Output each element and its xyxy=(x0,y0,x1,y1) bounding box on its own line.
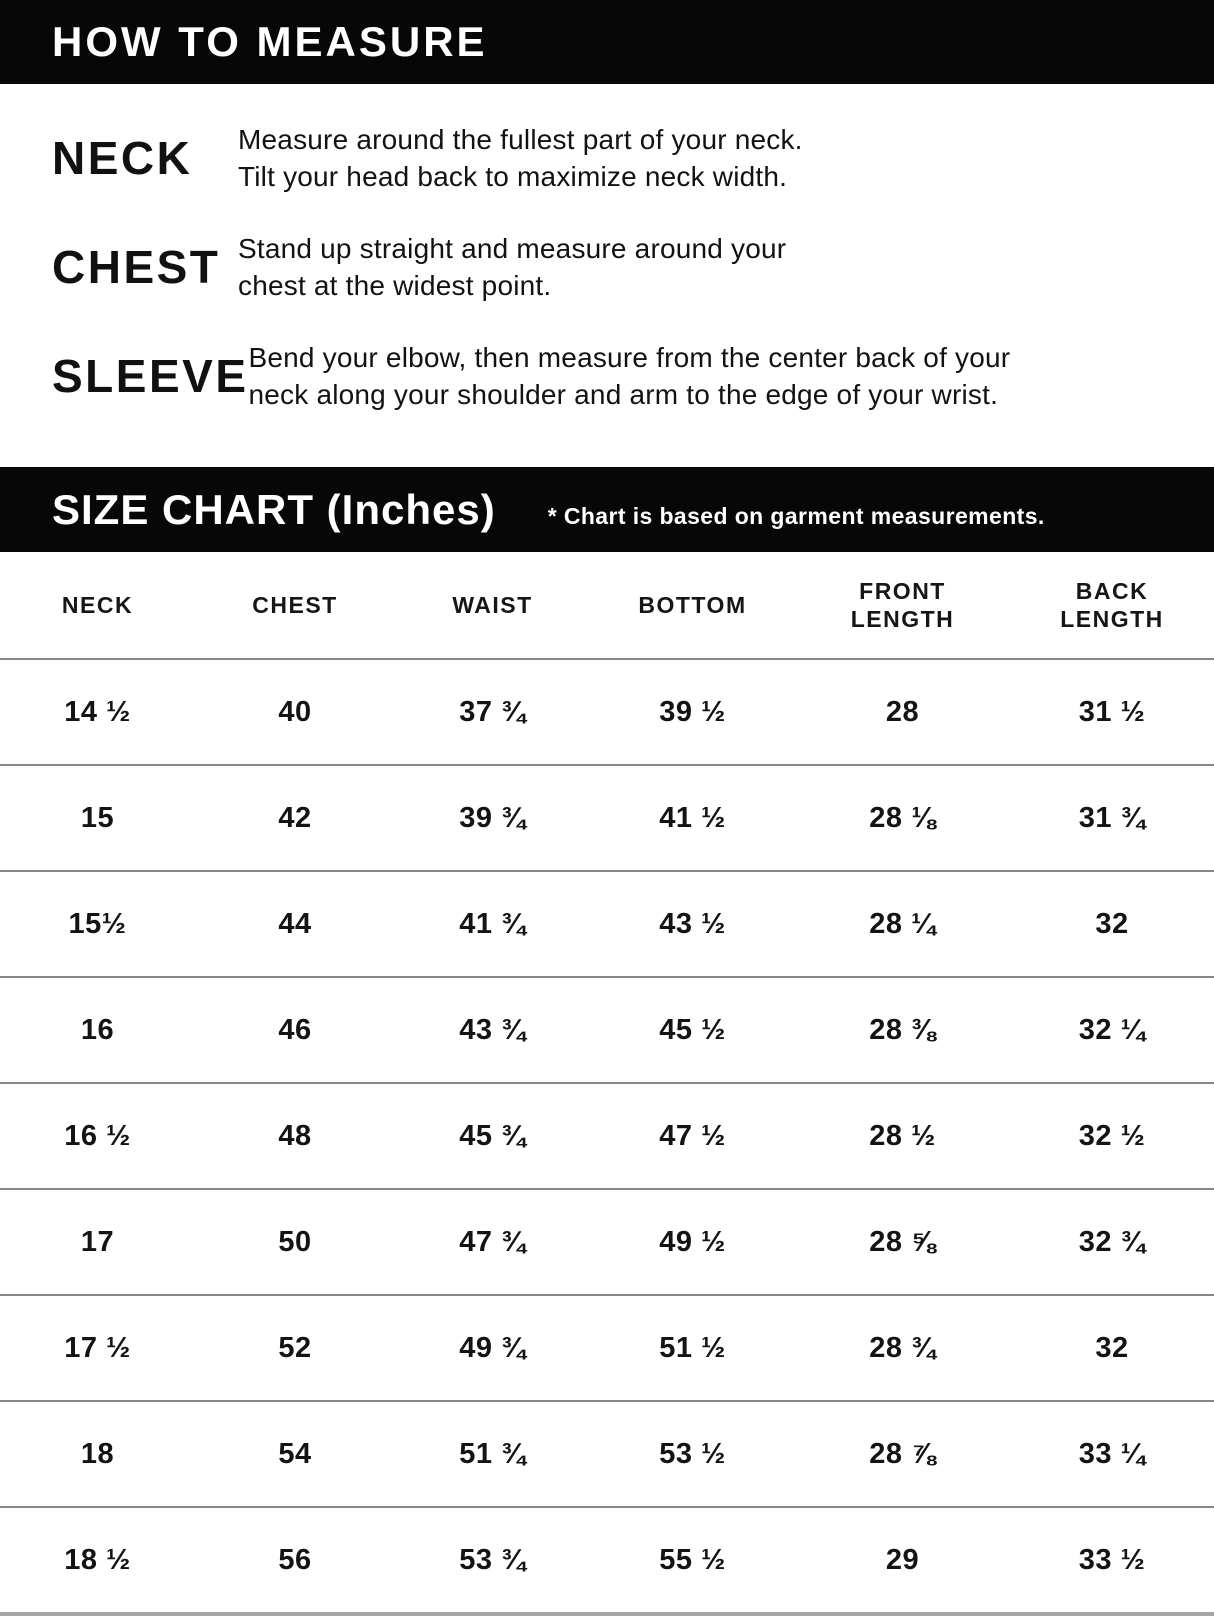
cell-waist: 39 ¾ xyxy=(459,801,526,834)
cell-bottom: 47 ½ xyxy=(659,1119,726,1152)
cell-bottom: 39 ½ xyxy=(659,695,726,728)
table-row: 16 ½ 48 45 ¾ 47 ½ 28 ½ 32 ½ xyxy=(0,1082,1214,1188)
cell-front-length: 28 ⅝ xyxy=(869,1225,936,1258)
table-header-row: NECK CHEST WAIST BOTTOM FRONT LENGTH BAC… xyxy=(0,552,1214,658)
cell-neck: 18 xyxy=(80,1437,115,1470)
cell-front-length: 28 ⅞ xyxy=(869,1437,936,1470)
cell-back-length: 32 xyxy=(1095,907,1129,940)
cell-waist: 37 ¾ xyxy=(459,695,526,728)
cell-waist: 45 ¾ xyxy=(459,1119,526,1152)
measure-desc-sleeve-line1: Bend your elbow, then measure from the c… xyxy=(248,342,1011,373)
table-row: 17 ½ 52 49 ¾ 51 ½ 28 ¾ 32 xyxy=(0,1294,1214,1400)
cell-bottom: 41 ½ xyxy=(659,801,726,834)
cell-waist: 51 ¾ xyxy=(459,1437,526,1470)
column-header-back-length: BACK LENGTH xyxy=(1060,578,1164,632)
cell-back-length: 33 ½ xyxy=(1078,1543,1146,1576)
cell-back-length: 32 ½ xyxy=(1078,1119,1146,1152)
cell-neck: 15 xyxy=(80,801,115,834)
cell-chest: 50 xyxy=(278,1225,312,1258)
table-row: 15 42 39 ¾ 41 ½ 28 ⅛ 31 ¾ xyxy=(0,764,1214,870)
cell-neck: 16 xyxy=(80,1013,115,1046)
measure-desc-chest-line1: Stand up straight and measure around you… xyxy=(238,233,787,264)
cell-chest: 46 xyxy=(278,1013,312,1046)
cell-chest: 56 xyxy=(278,1543,312,1576)
cell-back-length: 32 ¼ xyxy=(1078,1013,1146,1046)
cell-back-length: 31 ½ xyxy=(1078,695,1146,728)
cell-front-length: 29 xyxy=(885,1543,920,1576)
how-to-measure-header: HOW TO MEASURE xyxy=(0,0,1214,84)
cell-chest: 48 xyxy=(278,1119,312,1152)
cell-bottom: 53 ½ xyxy=(659,1437,726,1470)
table-row: 14 ½ 40 37 ¾ 39 ½ 28 31 ½ xyxy=(0,658,1214,764)
measure-desc-chest: Stand up straight and measure around you… xyxy=(238,230,786,304)
cell-chest: 40 xyxy=(278,695,312,728)
bottom-divider xyxy=(0,1612,1214,1616)
cell-bottom: 51 ½ xyxy=(659,1331,726,1364)
column-header-bottom: BOTTOM xyxy=(638,592,747,618)
measure-desc-sleeve: Bend your elbow, then measure from the c… xyxy=(249,339,1011,413)
how-to-measure-section: NECK Measure around the fullest part of … xyxy=(0,84,1214,413)
cell-chest: 44 xyxy=(278,907,312,940)
column-header-neck: NECK xyxy=(61,592,134,618)
cell-neck: 15½ xyxy=(68,907,127,940)
size-chart-title: SIZE CHART (Inches) xyxy=(52,486,496,533)
cell-back-length: 32 xyxy=(1095,1331,1129,1364)
cell-waist: 47 ¾ xyxy=(459,1225,526,1258)
cell-front-length: 28 ¼ xyxy=(869,907,936,940)
cell-back-length: 32 ¾ xyxy=(1078,1225,1146,1258)
cell-bottom: 43 ½ xyxy=(659,907,726,940)
cell-chest: 54 xyxy=(278,1437,312,1470)
measure-label-sleeve: SLEEVE xyxy=(52,350,249,402)
how-to-measure-title: HOW TO MEASURE xyxy=(52,18,488,65)
cell-neck: 16 ½ xyxy=(64,1119,131,1152)
size-chart-note: * Chart is based on garment measurements… xyxy=(547,503,1045,529)
cell-back-length: 33 ¼ xyxy=(1078,1437,1146,1470)
measure-desc-sleeve-line2: neck along your shoulder and arm to the … xyxy=(248,379,999,410)
cell-front-length: 28 ⅛ xyxy=(869,801,936,834)
measure-desc-neck-line1: Measure around the fullest part of your … xyxy=(238,124,803,155)
column-header-chest: CHEST xyxy=(252,592,338,618)
cell-bottom: 45 ½ xyxy=(659,1013,726,1046)
size-chart-header: SIZE CHART (Inches) * Chart is based on … xyxy=(0,467,1214,552)
cell-neck: 14 ½ xyxy=(64,695,131,728)
cell-bottom: 49 ½ xyxy=(659,1225,726,1258)
measure-item-chest: CHEST Stand up straight and measure arou… xyxy=(0,230,1214,304)
cell-front-length: 28 ¾ xyxy=(869,1331,936,1364)
cell-neck: 18 ½ xyxy=(64,1543,131,1576)
measure-desc-neck: Measure around the fullest part of your … xyxy=(238,121,803,195)
cell-chest: 42 xyxy=(278,801,312,834)
cell-neck: 17 xyxy=(80,1225,115,1258)
column-header-waist: WAIST xyxy=(452,592,533,618)
measure-item-neck: NECK Measure around the fullest part of … xyxy=(0,121,1214,195)
cell-waist: 53 ¾ xyxy=(459,1543,526,1576)
measure-label-neck: NECK xyxy=(52,132,193,184)
cell-chest: 52 xyxy=(278,1331,312,1364)
table-row: 18 54 51 ¾ 53 ½ 28 ⅞ 33 ¼ xyxy=(0,1400,1214,1506)
cell-waist: 43 ¾ xyxy=(459,1013,526,1046)
cell-waist: 41 ¾ xyxy=(459,907,526,940)
table-row: 16 46 43 ¾ 45 ½ 28 ⅜ 32 ¼ xyxy=(0,976,1214,1082)
measure-desc-neck-line2: Tilt your head back to maximize neck wid… xyxy=(238,161,788,192)
cell-neck: 17 ½ xyxy=(64,1331,131,1364)
measure-label-chest: CHEST xyxy=(52,241,221,293)
cell-back-length: 31 ¾ xyxy=(1078,801,1146,834)
size-chart-table: NECK CHEST WAIST BOTTOM FRONT LENGTH BAC… xyxy=(0,552,1214,1612)
cell-front-length: 28 ½ xyxy=(869,1119,936,1152)
measure-desc-chest-line2: chest at the widest point. xyxy=(238,270,552,301)
measure-item-sleeve: SLEEVE Bend your elbow, then measure fro… xyxy=(0,339,1214,413)
cell-front-length: 28 xyxy=(885,695,920,728)
table-row: 18 ½ 56 53 ¾ 55 ½ 29 33 ½ xyxy=(0,1506,1214,1612)
table-row: 17 50 47 ¾ 49 ½ 28 ⅝ 32 ¾ xyxy=(0,1188,1214,1294)
cell-waist: 49 ¾ xyxy=(459,1331,526,1364)
cell-front-length: 28 ⅜ xyxy=(869,1013,936,1046)
cell-bottom: 55 ½ xyxy=(659,1543,726,1576)
table-row: 15½ 44 41 ¾ 43 ½ 28 ¼ 32 xyxy=(0,870,1214,976)
column-header-front-length: FRONT LENGTH xyxy=(850,578,955,632)
